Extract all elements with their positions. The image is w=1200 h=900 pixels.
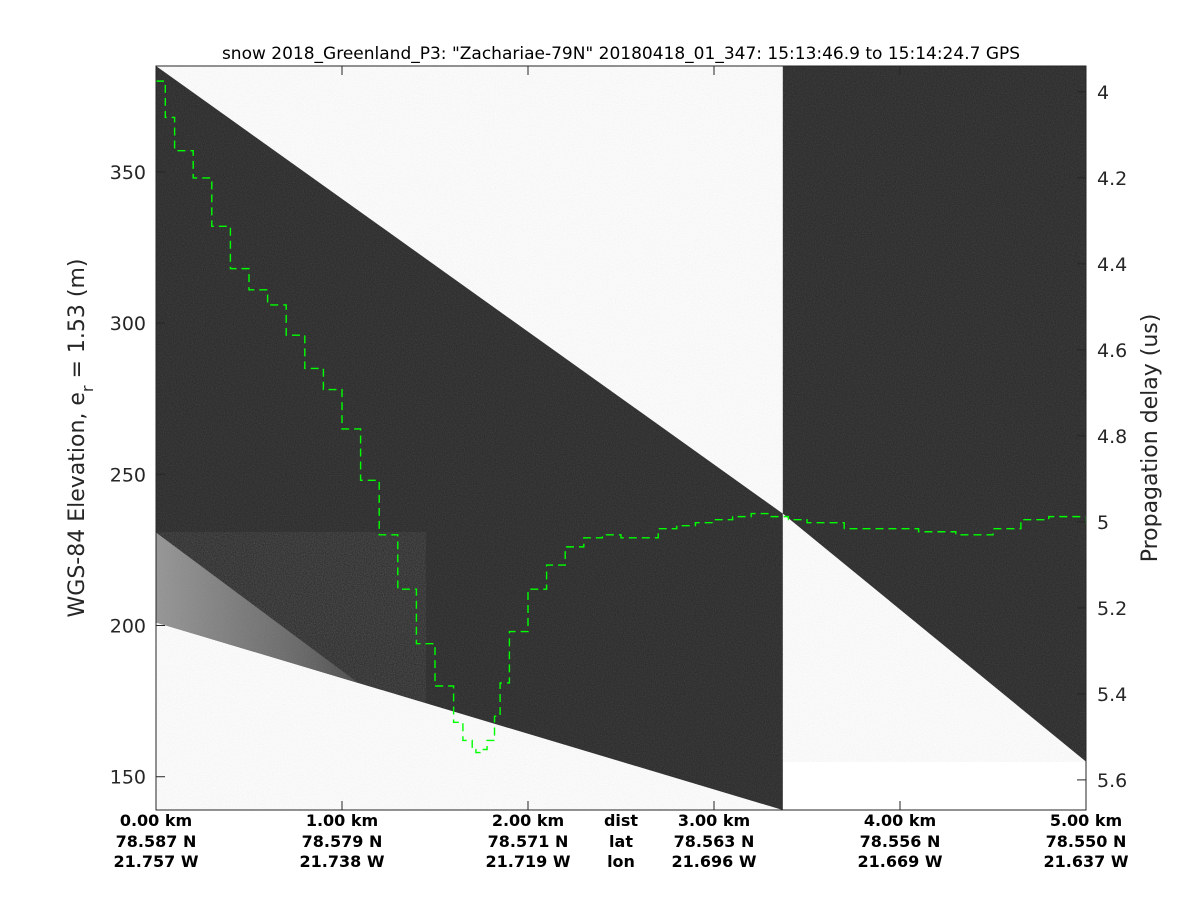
y-axis-label: WGS-84 Elevation, er = 1.53 (m) bbox=[65, 259, 97, 618]
lat-label: 78.579 N bbox=[302, 832, 383, 851]
chart-title: snow 2018_Greenland_P3: "Zachariae-79N" … bbox=[222, 44, 1020, 64]
lon-label: 21.738 W bbox=[300, 852, 385, 871]
lon-label: 21.669 W bbox=[858, 852, 943, 871]
lon-label: 21.696 W bbox=[672, 852, 757, 871]
right-axis-ticks: 4 4.2 4.4 4.6 4.8 5 5.2 5.4 5.6 bbox=[1077, 82, 1127, 792]
y-tick-label: 350 bbox=[110, 162, 146, 184]
y-tick-label: 250 bbox=[110, 464, 146, 486]
lon-row-label: lon bbox=[607, 852, 635, 871]
bottom-position-table: dist lat lon 0.00 km 1.00 km 2.00 km 3.0… bbox=[114, 811, 1129, 871]
y2-tick-label: 4.4 bbox=[1097, 254, 1127, 276]
dist-label: 1.00 km bbox=[306, 811, 378, 830]
dist-label: 0.00 km bbox=[120, 811, 192, 830]
lat-row-label: lat bbox=[609, 832, 633, 851]
y2-tick-label: 4.2 bbox=[1097, 168, 1127, 190]
lat-label: 78.563 N bbox=[674, 832, 755, 851]
y2-tick-label: 4 bbox=[1097, 82, 1109, 104]
dist-label: 3.00 km bbox=[678, 811, 750, 830]
y2-tick-label: 5.2 bbox=[1097, 598, 1127, 620]
lat-label: 78.571 N bbox=[488, 832, 569, 851]
y-tick-label: 200 bbox=[110, 616, 146, 638]
echogram-noise-0 bbox=[156, 66, 783, 810]
y2-tick-label: 4.6 bbox=[1097, 340, 1127, 362]
y2-tick-label: 4.8 bbox=[1097, 426, 1127, 448]
dist-label: 2.00 km bbox=[492, 811, 564, 830]
lat-label: 78.550 N bbox=[1046, 832, 1127, 851]
y2-tick-label: 5 bbox=[1097, 512, 1109, 534]
plot-area bbox=[156, 66, 1086, 810]
y2-tick-label: 5.4 bbox=[1097, 684, 1127, 706]
surface-trace bbox=[156, 80, 1086, 754]
x-axis-ticks bbox=[155, 66, 1087, 810]
lat-label: 78.556 N bbox=[860, 832, 941, 851]
dist-row-label: dist bbox=[604, 811, 638, 830]
echogram-noise-1 bbox=[782, 66, 1086, 762]
y-tick-label: 300 bbox=[110, 313, 146, 335]
y2-axis-label: Propagation delay (us) bbox=[1138, 314, 1163, 563]
dist-label: 4.00 km bbox=[864, 811, 936, 830]
dist-label: 5.00 km bbox=[1050, 811, 1122, 830]
y-tick-label: 150 bbox=[110, 767, 146, 789]
lon-label: 21.637 W bbox=[1044, 852, 1129, 871]
plot-frame bbox=[155, 65, 1087, 811]
y2-tick-label: 5.6 bbox=[1097, 770, 1127, 792]
lat-label: 78.587 N bbox=[116, 832, 197, 851]
lon-label: 21.757 W bbox=[114, 852, 199, 871]
left-axis-ticks: 150 200 250 300 350 bbox=[110, 162, 165, 789]
lon-label: 21.719 W bbox=[486, 852, 571, 871]
